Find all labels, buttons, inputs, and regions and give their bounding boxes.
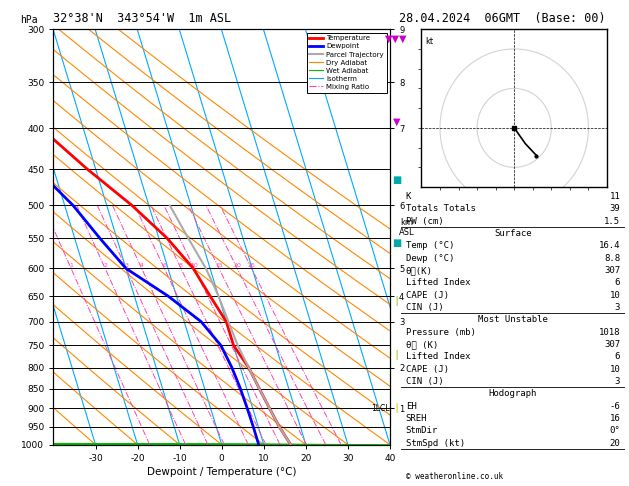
Text: 20: 20	[610, 439, 620, 448]
Text: 10: 10	[610, 291, 620, 300]
Text: 20: 20	[233, 263, 241, 268]
Text: Dewp (°C): Dewp (°C)	[406, 254, 454, 262]
Text: 6: 6	[162, 263, 166, 268]
Text: CAPE (J): CAPE (J)	[406, 364, 448, 374]
Text: ▼: ▼	[392, 117, 400, 126]
Text: ❘: ❘	[392, 350, 400, 360]
Text: 307: 307	[604, 266, 620, 275]
Text: 0°: 0°	[610, 426, 620, 435]
Text: 10: 10	[610, 364, 620, 374]
Text: K: K	[406, 192, 411, 201]
Text: hPa: hPa	[20, 15, 38, 25]
X-axis label: Dewpoint / Temperature (°C): Dewpoint / Temperature (°C)	[147, 467, 296, 477]
Text: Pressure (mb): Pressure (mb)	[406, 328, 476, 337]
Text: ■: ■	[392, 175, 401, 185]
Text: 4: 4	[140, 263, 143, 268]
Text: 1018: 1018	[599, 328, 620, 337]
Text: ❘: ❘	[392, 296, 400, 306]
Text: StmDir: StmDir	[406, 426, 438, 435]
Text: CIN (J): CIN (J)	[406, 377, 443, 386]
Text: 3: 3	[124, 263, 128, 268]
Text: 15: 15	[215, 263, 223, 268]
Text: PW (cm): PW (cm)	[406, 217, 443, 226]
Text: 307: 307	[604, 340, 620, 349]
Text: 3: 3	[615, 377, 620, 386]
Text: 11: 11	[610, 192, 620, 201]
Text: EH: EH	[406, 401, 416, 411]
Text: Totals Totals: Totals Totals	[406, 204, 476, 213]
Text: 10: 10	[191, 263, 198, 268]
Text: Lifted Index: Lifted Index	[406, 352, 470, 361]
Text: 6: 6	[615, 352, 620, 361]
Text: 1.5: 1.5	[604, 217, 620, 226]
Text: 39: 39	[610, 204, 620, 213]
Text: StmSpd (kt): StmSpd (kt)	[406, 439, 465, 448]
Text: 8.8: 8.8	[604, 254, 620, 262]
Text: Lifted Index: Lifted Index	[406, 278, 470, 287]
Text: 3: 3	[615, 303, 620, 312]
Text: Temp (°C): Temp (°C)	[406, 242, 454, 250]
Text: ❘: ❘	[392, 403, 400, 413]
Text: SREH: SREH	[406, 414, 427, 423]
Text: 16: 16	[610, 414, 620, 423]
Text: 32°38'N  343°54'W  1m ASL: 32°38'N 343°54'W 1m ASL	[53, 12, 231, 25]
Legend: Temperature, Dewpoint, Parcel Trajectory, Dry Adiabat, Wet Adiabat, Isotherm, Mi: Temperature, Dewpoint, Parcel Trajectory…	[307, 33, 386, 93]
Text: 6: 6	[615, 278, 620, 287]
Text: -6: -6	[610, 401, 620, 411]
Text: θᴄ(K): θᴄ(K)	[406, 266, 433, 275]
Text: ▼▼▼: ▼▼▼	[385, 34, 408, 44]
Text: 1LCL: 1LCL	[372, 404, 390, 413]
Text: Most Unstable: Most Unstable	[478, 315, 548, 324]
Text: 25: 25	[248, 263, 255, 268]
Text: Hodograph: Hodograph	[489, 389, 537, 399]
Text: 8: 8	[179, 263, 183, 268]
Text: kt: kt	[425, 37, 433, 46]
Text: 16.4: 16.4	[599, 242, 620, 250]
Text: 28.04.2024  06GMT  (Base: 00): 28.04.2024 06GMT (Base: 00)	[399, 12, 606, 25]
Text: © weatheronline.co.uk: © weatheronline.co.uk	[406, 472, 503, 481]
Text: CAPE (J): CAPE (J)	[406, 291, 448, 300]
Text: 1: 1	[69, 263, 73, 268]
Y-axis label: km
ASL: km ASL	[399, 218, 415, 237]
Text: ■: ■	[392, 238, 401, 248]
Text: θᴄ (K): θᴄ (K)	[406, 340, 438, 349]
Text: CIN (J): CIN (J)	[406, 303, 443, 312]
Text: 2: 2	[103, 263, 107, 268]
Text: Surface: Surface	[494, 229, 532, 238]
